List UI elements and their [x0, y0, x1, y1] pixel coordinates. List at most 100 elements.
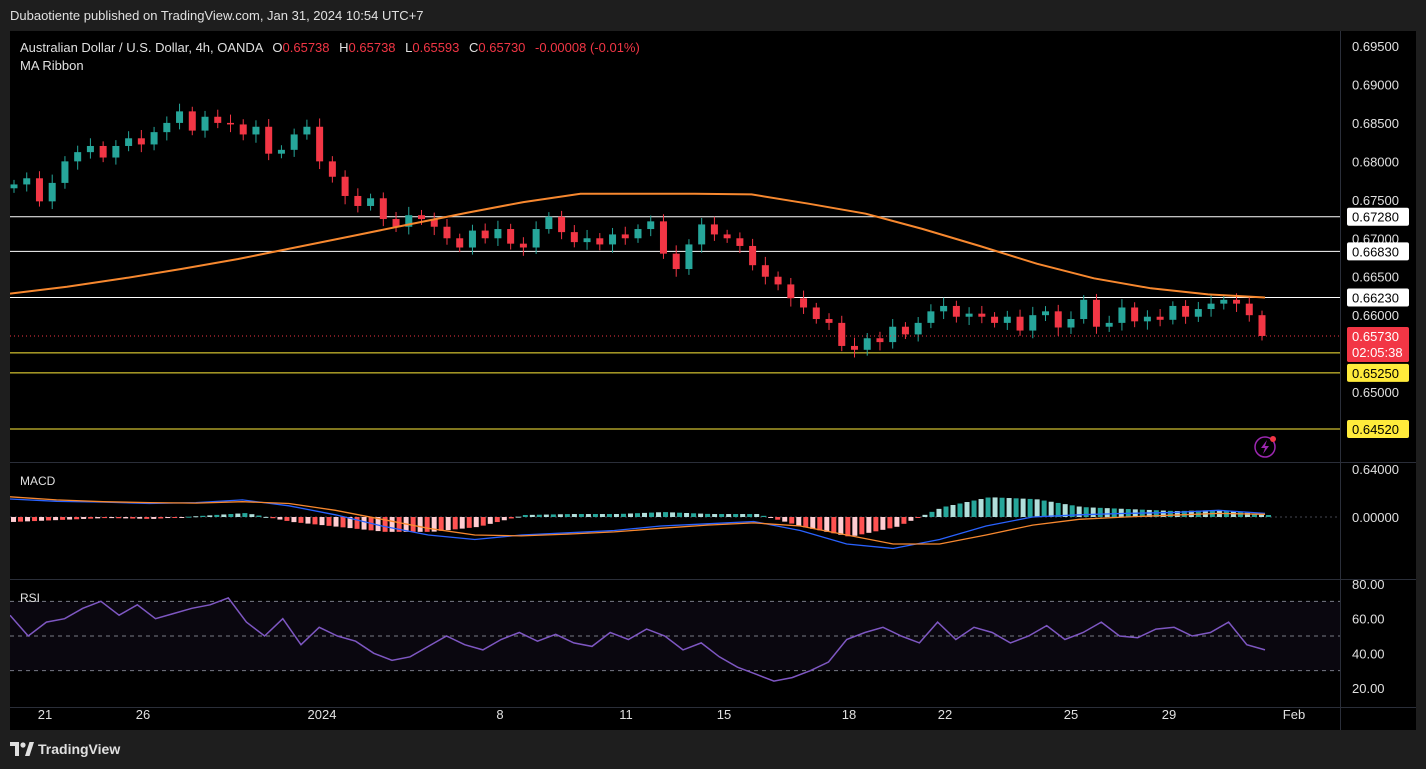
macd-histogram-bar: [789, 517, 795, 524]
macd-histogram-bar: [1258, 514, 1264, 517]
macd-histogram-bar: [880, 517, 886, 530]
macd-signal-line: [10, 496, 1266, 545]
candle-body: [226, 122, 234, 125]
macd-histogram-bar: [473, 517, 479, 528]
x-tick-label: 8: [496, 707, 503, 722]
candle-body: [901, 326, 909, 335]
candle-body: [558, 216, 566, 233]
y-tick-label: 0.68500: [1352, 116, 1399, 131]
change-value: -0.00008 (-0.01%): [535, 40, 640, 55]
macd-histogram-bar: [550, 514, 556, 517]
candle-body: [443, 226, 451, 239]
candle-body: [303, 126, 311, 135]
macd-histogram-bar: [852, 517, 858, 536]
candle-body: [749, 245, 757, 266]
macd-histogram-bar: [1020, 498, 1026, 517]
macd-histogram-bar: [564, 514, 570, 517]
candle-body: [163, 122, 171, 133]
macd-histogram-bar: [361, 517, 367, 530]
macd-histogram-bar: [859, 517, 865, 535]
macd-histogram-bar: [606, 514, 612, 517]
macd-histogram-bar: [508, 517, 514, 519]
macd-histogram-bar: [992, 497, 998, 517]
macd-histogram-bar: [712, 514, 718, 517]
candle-body: [405, 215, 413, 227]
macd-histogram-bar: [249, 514, 255, 517]
candle-body: [570, 232, 578, 243]
macd-histogram-bar: [1104, 508, 1110, 517]
candle-body: [685, 244, 693, 270]
candle-body: [978, 313, 986, 317]
macd-histogram-bar: [985, 497, 991, 517]
macd-histogram-bar: [354, 517, 360, 529]
last-price-tag: [1347, 326, 1409, 362]
x-tick-label: 18: [842, 707, 856, 722]
x-tick-label: 22: [938, 707, 952, 722]
chart-area[interactable]: 0.695000.690000.685000.680000.675000.670…: [10, 31, 1416, 730]
x-tick-label: 25: [1064, 707, 1078, 722]
macd-histogram-bar: [684, 513, 690, 517]
candle-body: [112, 145, 120, 158]
candle-body: [341, 176, 349, 196]
macd-histogram-bar: [291, 517, 297, 523]
x-tick-label: Feb: [1283, 707, 1305, 722]
macd-histogram-bar: [88, 517, 94, 519]
candle-body: [787, 284, 795, 299]
macd-histogram-bar: [929, 511, 935, 517]
chart-background: [10, 31, 1416, 730]
macd-line: [10, 498, 1266, 550]
candle-body: [609, 234, 617, 245]
macd-histogram-bar: [950, 504, 956, 517]
macd-histogram-bar: [719, 514, 725, 517]
rsi-tick-label: 20.00: [1352, 681, 1385, 696]
candle-body: [1207, 303, 1215, 310]
candle-body: [354, 195, 362, 206]
macd-histogram-bar: [557, 514, 563, 517]
macd-histogram-bar: [228, 514, 234, 517]
macd-histogram-bar: [1076, 506, 1082, 517]
tradingview-logo[interactable]: TradingView: [10, 741, 120, 757]
macd-histogram-bar: [803, 517, 809, 528]
candle-body: [800, 298, 808, 308]
macd-histogram-bar: [284, 517, 290, 521]
macd-histogram-bar: [1251, 513, 1257, 517]
candle-body: [1131, 307, 1139, 322]
macd-histogram-bar: [663, 512, 669, 517]
indicator-label[interactable]: MA Ribbon: [20, 58, 84, 73]
macd-histogram-bar: [46, 517, 52, 521]
macd-histogram-bar: [634, 513, 640, 517]
publish-header: Dubaotiente published on TradingView.com…: [0, 0, 1426, 31]
macd-histogram-bar: [1097, 507, 1103, 517]
level-price-tag: [1347, 288, 1409, 307]
macd-histogram-bar: [922, 514, 928, 517]
macd-label[interactable]: MACD: [20, 474, 56, 488]
macd-histogram-bar: [39, 517, 45, 521]
macd-histogram-bar: [1244, 512, 1250, 517]
candle-body: [468, 230, 476, 248]
candle-body: [723, 234, 731, 239]
macd-histogram-bar: [60, 517, 66, 520]
candle-body: [418, 215, 426, 220]
rsi-label[interactable]: RSI: [20, 591, 41, 605]
macd-histogram-bar: [817, 517, 823, 531]
macd-histogram-bar: [1006, 498, 1012, 517]
macd-histogram-bar: [873, 517, 879, 532]
candle-body: [1143, 316, 1151, 322]
lightning-circle: [1254, 436, 1276, 458]
macd-histogram-bar: [81, 517, 87, 519]
y-tick-label: 0.65000: [1352, 385, 1399, 400]
macd-histogram-bar: [726, 514, 732, 517]
macd-histogram-bar: [775, 517, 781, 520]
candle-body: [991, 316, 999, 323]
macd-histogram-bar: [1062, 504, 1068, 517]
macd-histogram-bar: [179, 517, 185, 518]
y-tick-label: 0.66000: [1352, 308, 1399, 323]
macd-histogram-bar: [221, 514, 227, 517]
macd-histogram-bar: [424, 517, 430, 532]
candle-body: [23, 178, 31, 185]
macd-histogram-bar: [144, 517, 150, 519]
candle-body: [736, 238, 744, 246]
candle-body: [519, 243, 527, 248]
candle-body: [239, 124, 247, 135]
x-tick-label: 15: [717, 707, 731, 722]
